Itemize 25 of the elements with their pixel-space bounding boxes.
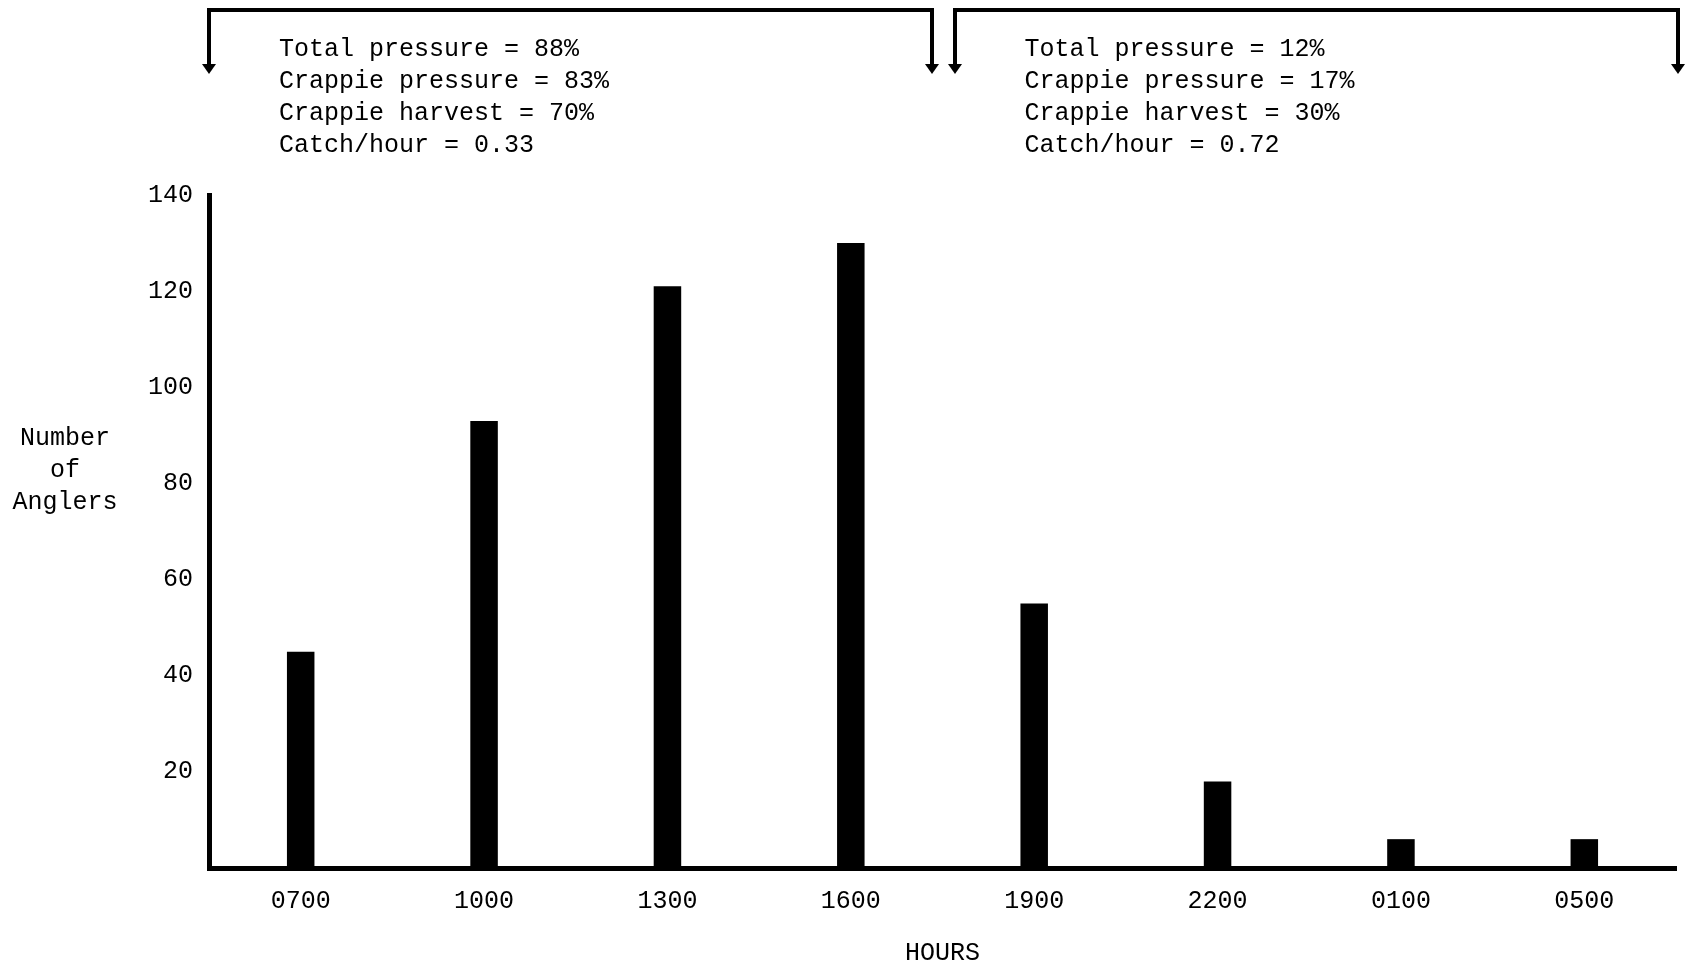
y-tick-label: 40	[162, 661, 194, 691]
y-tick-label: 100	[147, 372, 194, 402]
text: Crappie harvest = 70%	[279, 98, 596, 130]
x-tick-label: 1900	[1004, 886, 1065, 916]
x-tick-label: 1000	[454, 886, 515, 916]
x-tick-label: 1600	[820, 886, 881, 916]
y-tick-label: 120	[147, 276, 194, 306]
y-tick-label: 20	[162, 757, 194, 787]
x-tick-label: 0100	[1370, 886, 1431, 916]
y-tick-label: 140	[147, 180, 194, 210]
y-tick-label: 80	[162, 469, 194, 499]
y-axis-title: Number of Anglers	[11, 423, 119, 520]
text: Catch/hour = 0.33	[279, 130, 536, 162]
y-tick-label: 60	[162, 565, 194, 595]
x-tick-label: 1300	[637, 886, 698, 916]
text: Catch/hour = 0.72	[1024, 130, 1281, 162]
x-tick-label: 2200	[1187, 886, 1248, 916]
text: Crappie harvest = 30%	[1024, 98, 1341, 130]
x-axis-title: HOURS	[905, 938, 981, 968]
text: Crappie pressure = 17%	[1024, 66, 1355, 98]
text: Total pressure = 12%	[1024, 34, 1326, 66]
text: Total pressure = 88%	[279, 34, 581, 66]
x-tick-label: 0700	[270, 886, 331, 916]
text: Crappie pressure = 83%	[279, 66, 610, 98]
x-tick-label: 0500	[1554, 886, 1615, 916]
